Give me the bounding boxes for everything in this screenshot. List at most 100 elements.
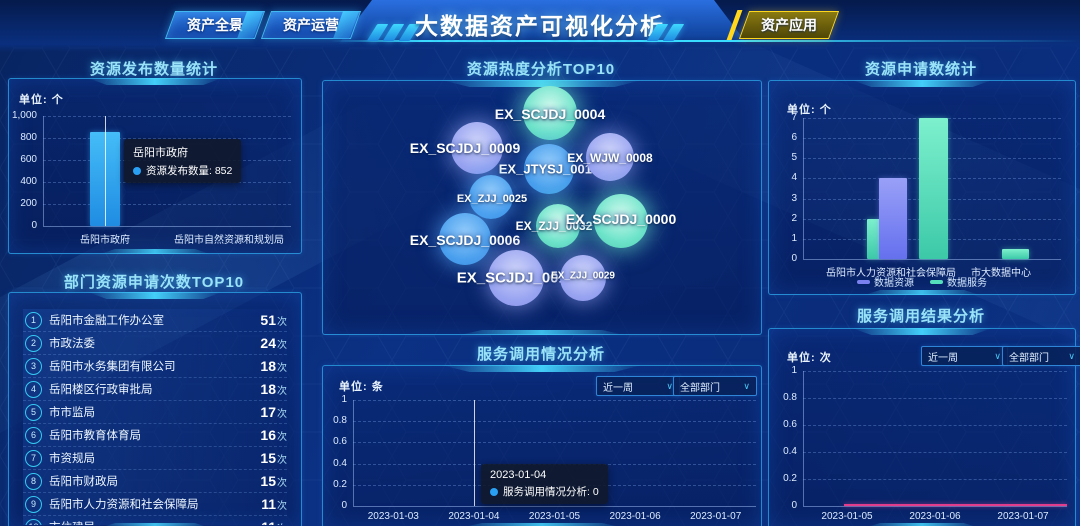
rank-badge: 2 [25, 334, 42, 352]
legend-label: 数据服务 [947, 278, 987, 289]
bubble-label: EX_SCJDJ_0009 [409, 140, 521, 156]
bar-数据服务[interactable] [919, 118, 948, 259]
x-axis-line [803, 506, 1067, 507]
bubble-EX_SCJDJ_0000[interactable] [594, 194, 648, 248]
apply-count: 16次 [260, 427, 287, 443]
y-axis-tick-label: 6 [791, 132, 797, 144]
y-axis-tick-label: 7 [791, 112, 797, 123]
time-range-select[interactable]: 近一周 ∨ [596, 376, 680, 396]
panel-publish-stats: 单位: 个 0 200 400 600 800 1,000 岳阳市政府 岳阳市自然资源和规划局… [8, 78, 302, 254]
y-axis-tick-label: 600 [20, 154, 37, 165]
dept-name: 市住建局 [49, 519, 261, 525]
grid-line [803, 479, 1067, 480]
apply-count: 15次 [260, 450, 287, 466]
y-axis-tick-label: 1,000 [11, 110, 37, 121]
apply-count: 11次 [261, 496, 287, 512]
result-series-line[interactable] [844, 504, 1067, 506]
y-axis-tick-label: 2 [791, 212, 797, 224]
grid-line [43, 138, 291, 139]
rank-badge: 10 [25, 518, 42, 525]
y-axis-tick-label: 1 [341, 394, 347, 405]
panel-title-service-call: 服务调用情况分析 [476, 346, 605, 363]
rank-badge: 5 [25, 403, 42, 421]
y-axis-tick-label: 0.6 [333, 436, 347, 448]
grid-line [353, 400, 756, 401]
y-axis-tick-label: 0 [791, 253, 797, 264]
list-item: 9 岳阳市人力资源和社会保障局 11次 [23, 493, 287, 516]
apply-count: 15次 [260, 473, 287, 489]
x-axis-line [353, 506, 756, 507]
y-axis-line [803, 118, 804, 259]
unit-label: 单位: 次 [787, 352, 832, 364]
heat-bubble-chart: EX_SCJDJ_0004 EX_SCJDJ_0009 EX_JTYSJ_0010 E… [323, 81, 761, 334]
dept-name: 岳阳楼区行政审批局 [49, 384, 153, 396]
rank-badge: 1 [25, 311, 42, 329]
y-axis-line [43, 116, 44, 226]
apply-count: 17次 [260, 404, 287, 420]
apply-count: 18次 [260, 358, 287, 374]
legend-swatch-icon [930, 279, 943, 284]
dept-name: 岳阳市金融工作办公室 [49, 315, 164, 327]
apply-count: 18次 [260, 381, 287, 397]
series-dot-icon [490, 488, 498, 496]
panel-title-publish: 资源发布数量统计 [89, 61, 218, 78]
bubble-EX_JTYSJ_0010[interactable] [524, 144, 574, 194]
list-item: 10 市住建局11次 [23, 516, 287, 525]
grid-line [803, 425, 1067, 426]
bubble-EX_ZJJ_0032[interactable] [536, 204, 580, 248]
bubble-EX_ZJJ_0025[interactable] [469, 175, 513, 219]
y-axis-tick-label: 0 [31, 220, 37, 231]
bubble-EX_ZJJ_0029[interactable] [560, 255, 606, 301]
chart-tooltip: 岳阳市政府 资源发布数量: 852 [124, 139, 242, 183]
y-axis-tick-label: 800 [20, 132, 37, 143]
tab-asset-application[interactable]: 资产应用 [738, 11, 840, 39]
grid-line [353, 442, 756, 444]
bar-数据服务[interactable] [867, 218, 880, 259]
legend-item[interactable]: 数据服务 [930, 274, 987, 289]
y-axis-tick-label: 3 [791, 192, 797, 204]
stripe-decoration [646, 24, 685, 41]
chevron-down-icon: ∨ [994, 350, 1001, 361]
list-item: 7 市资规局 15次 [23, 447, 287, 470]
department-select[interactable]: 全部部门 ∨ [673, 376, 757, 396]
chevron-down-icon: ∨ [666, 380, 673, 391]
department-select[interactable]: 全部部门 ∨ [1002, 346, 1080, 366]
x-axis-tick-label: 2023-01-04 [448, 511, 500, 522]
crosshair-line [473, 400, 475, 506]
bubble-EX_WJW_0008[interactable] [586, 133, 634, 181]
x-axis-tick-label: 2023-01-06 [609, 511, 661, 522]
bubble-EX_SCJDJ_0009[interactable] [451, 122, 503, 174]
bubble-label: EX_SCJDJ_0006 [409, 232, 521, 248]
count-unit: 次 [277, 524, 287, 525]
y-axis-tick-label: 0.2 [333, 478, 347, 490]
count-unit: 次 [277, 386, 287, 397]
select-value: 近一周 [603, 382, 633, 394]
dept-name: 岳阳市财政局 [49, 476, 118, 488]
rank-badge: 3 [25, 357, 42, 375]
grid-line [43, 116, 291, 117]
y-axis-tick-label: 200 [20, 198, 37, 209]
y-axis-tick-label: 0.4 [783, 446, 797, 457]
x-axis-tick-label: 2023-01-06 [909, 511, 961, 522]
panel-title-dept-top10: 部门资源申请次数TOP10 [63, 274, 245, 291]
y-axis-tick-label: 400 [20, 176, 37, 187]
y-axis-tick-label: 0 [341, 500, 347, 511]
rank-badge: 4 [25, 380, 42, 398]
bubble-label: EX_SCJDJ_0004 [494, 106, 606, 122]
bar-数据服务[interactable] [1002, 248, 1029, 259]
y-axis-tick-label: 0 [791, 500, 797, 511]
list-item: 1 岳阳市金融工作办公室 51次 [23, 309, 287, 332]
bar-数据资源[interactable] [879, 178, 907, 259]
bubble-EX_SCJDJ_0010[interactable] [488, 250, 544, 306]
x-axis-tick-label: 2023-01-05 [528, 511, 581, 522]
legend-label: 数据资源 [874, 278, 914, 289]
x-axis-tick-label: 2023-01-03 [367, 511, 419, 522]
tab-label: 资产应用 [761, 17, 817, 33]
bubble-EX_SCJDJ_0004[interactable] [523, 86, 577, 140]
legend-swatch-icon [857, 279, 870, 284]
count-unit: 次 [277, 478, 287, 489]
panel-dept-top10: 1 岳阳市金融工作办公室 51次 2 市政法委 24次 3 岳阳市水务集团有限公司 18次 4 岳阳… [8, 292, 302, 526]
bubble-EX_SCJDJ_0006[interactable] [439, 213, 491, 265]
top10-list: 1 岳阳市金融工作办公室 51次 2 市政法委 24次 3 岳阳市水务集团有限公司 18次 4 岳阳… [23, 309, 287, 525]
legend-item[interactable]: 数据资源 [857, 274, 914, 289]
